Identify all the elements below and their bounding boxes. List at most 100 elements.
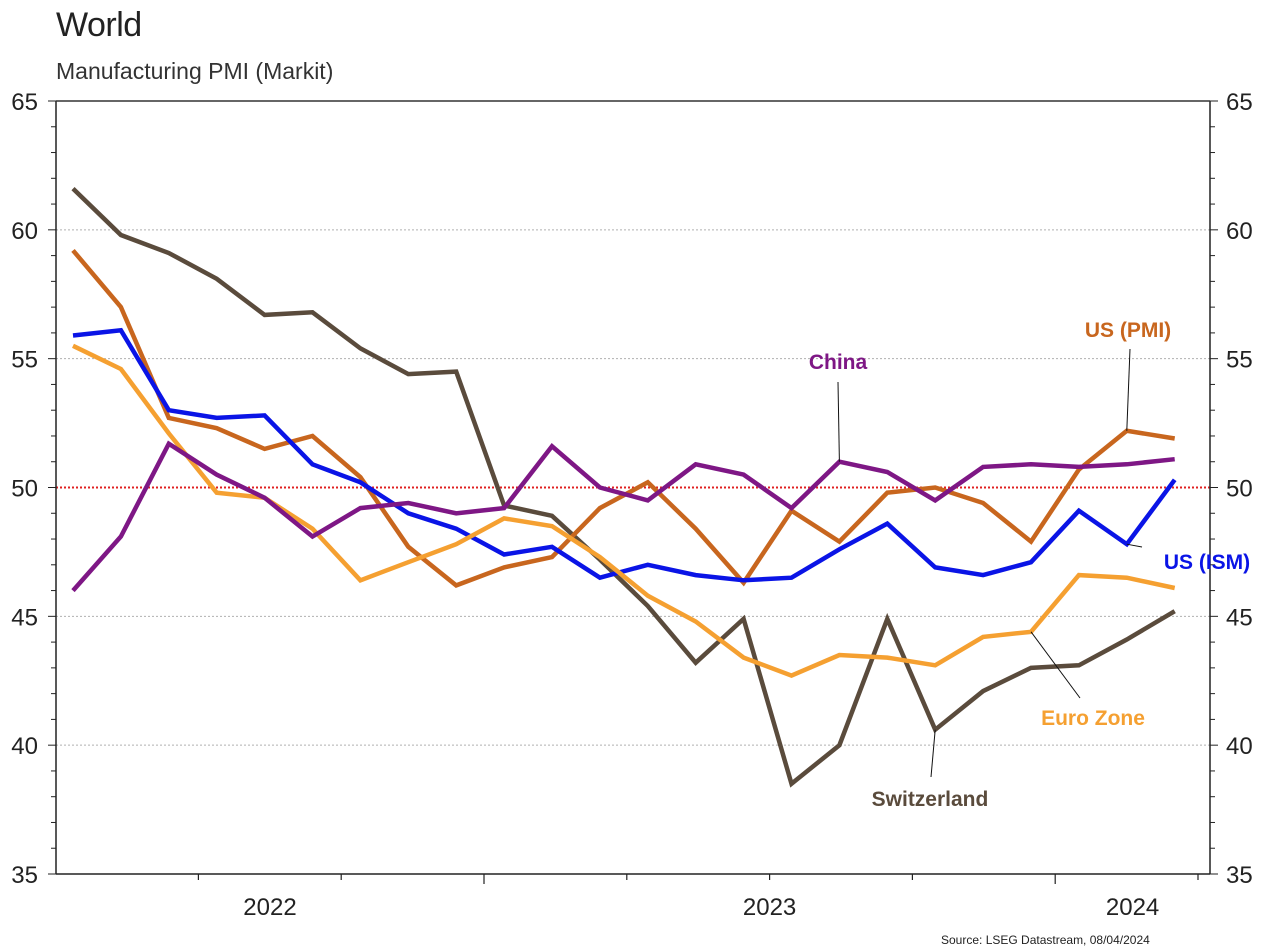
data-point-switzerland [1077, 663, 1081, 667]
data-point-us-ism [1077, 509, 1081, 513]
x-tick-label: 2022 [243, 894, 296, 921]
data-point-china [1173, 457, 1177, 461]
data-point-switzerland [311, 310, 315, 314]
data-point-switzerland [406, 372, 410, 376]
data-point-us-pmi [454, 583, 458, 587]
data-point-euro-zone [694, 619, 698, 623]
data-point-switzerland [837, 743, 841, 747]
data-point-china [742, 473, 746, 477]
data-point-us-ism [263, 413, 267, 417]
series-label-switzerland: Switzerland [872, 788, 989, 811]
y-tick-label-right: 45 [1226, 604, 1253, 631]
data-point-china [694, 462, 698, 466]
data-point-euro-zone [358, 578, 362, 582]
data-point-us-pmi [1029, 540, 1033, 544]
series-line-euro-zone [72, 343, 1176, 679]
y-tick-label-right: 50 [1226, 476, 1253, 503]
data-point-us-ism [406, 511, 410, 515]
y-tick-label-left: 40 [11, 733, 38, 760]
series-line-china [71, 440, 1175, 593]
data-point-china [263, 496, 267, 500]
data-point-us-ism [694, 573, 698, 577]
series-line-switzerland [71, 186, 1176, 788]
data-point-china [598, 486, 602, 490]
data-point-switzerland [71, 187, 75, 191]
data-point-us-pmi [167, 416, 171, 420]
data-point-euro-zone [646, 594, 650, 598]
data-point-us-ism [885, 522, 889, 526]
data-point-us-pmi [406, 545, 410, 549]
data-point-us-ism [358, 480, 362, 484]
source-note: Source: LSEG Datastream, 08/04/2024 [941, 933, 1150, 947]
x-tick-label: 2024 [1106, 894, 1159, 921]
data-point-us-pmi [119, 305, 123, 309]
series-label-china: China [809, 351, 868, 374]
data-point-euro-zone [742, 656, 746, 660]
data-point-us-ism [167, 408, 171, 412]
data-point-us-pmi [598, 506, 602, 510]
data-point-euro-zone [119, 367, 123, 371]
data-point-switzerland [981, 689, 985, 693]
data-point-us-ism [1173, 478, 1177, 482]
data-point-euro-zone [550, 524, 554, 528]
data-point-switzerland [1029, 666, 1033, 670]
data-point-euro-zone [454, 542, 458, 546]
y-tick-label-right: 55 [1226, 347, 1253, 374]
data-point-china [646, 498, 650, 502]
axes: 35 35 40 40 45 45 50 50 55 55 60 60 65 65 2022 2023 2024 [11, 89, 1252, 921]
data-point-us-pmi [263, 447, 267, 451]
data-point-euro-zone [215, 491, 219, 495]
y-tick-label-right: 35 [1226, 862, 1253, 889]
data-point-us-pmi [981, 501, 985, 505]
series-line-us-ism [72, 327, 1177, 583]
data-point-china [358, 506, 362, 510]
data-point-euro-zone [981, 635, 985, 639]
data-point-switzerland [215, 277, 219, 281]
data-point-us-ism [311, 462, 315, 466]
data-point-china [454, 511, 458, 515]
series-label-us-ism: US (ISM) [1164, 551, 1250, 574]
y-tick-label-left: 50 [11, 476, 38, 503]
data-point-euro-zone [71, 344, 75, 348]
data-point-us-ism [119, 328, 123, 332]
data-point-china [1125, 462, 1129, 466]
data-point-china [1029, 462, 1033, 466]
x-tick-label: 2023 [743, 894, 796, 921]
data-point-switzerland [885, 617, 889, 621]
data-point-us-pmi [311, 434, 315, 438]
data-point-us-pmi [550, 555, 554, 559]
y-tick-label-left: 55 [11, 347, 38, 374]
data-point-switzerland [550, 514, 554, 518]
data-point-us-ism [837, 547, 841, 551]
annotation-leader-line [930, 729, 936, 778]
y-tick-label-right: 60 [1226, 218, 1253, 245]
data-point-switzerland [1125, 638, 1129, 642]
data-point-china [406, 501, 410, 505]
data-point-us-pmi [885, 491, 889, 495]
data-point-euro-zone [933, 663, 937, 667]
data-point-switzerland [119, 233, 123, 237]
data-point-switzerland [694, 661, 698, 665]
chart-title: World [56, 6, 142, 44]
data-point-china [167, 442, 171, 446]
data-point-china [550, 444, 554, 448]
y-tick-label-right: 40 [1226, 733, 1253, 760]
data-point-china [215, 473, 219, 477]
annotations: China US (PMI) US (ISM) Euro Zone Switzerlan… [809, 319, 1250, 811]
data-point-euro-zone [311, 527, 315, 531]
data-point-china [981, 465, 985, 469]
y-tick-label-left: 65 [11, 89, 38, 116]
annotation-leader-line [1030, 631, 1081, 699]
data-point-us-ism [598, 576, 602, 580]
data-point-us-ism [790, 576, 794, 580]
data-point-china [119, 534, 123, 538]
data-point-us-pmi [646, 480, 650, 484]
y-tick-label-left: 60 [11, 218, 38, 245]
data-point-us-ism [646, 563, 650, 567]
data-point-euro-zone [502, 516, 506, 520]
data-point-us-pmi [1173, 437, 1177, 441]
chart-subtitle: Manufacturing PMI (Markit) [56, 58, 334, 84]
annotation-leader-line [837, 381, 840, 462]
data-point-euro-zone [1125, 576, 1129, 580]
